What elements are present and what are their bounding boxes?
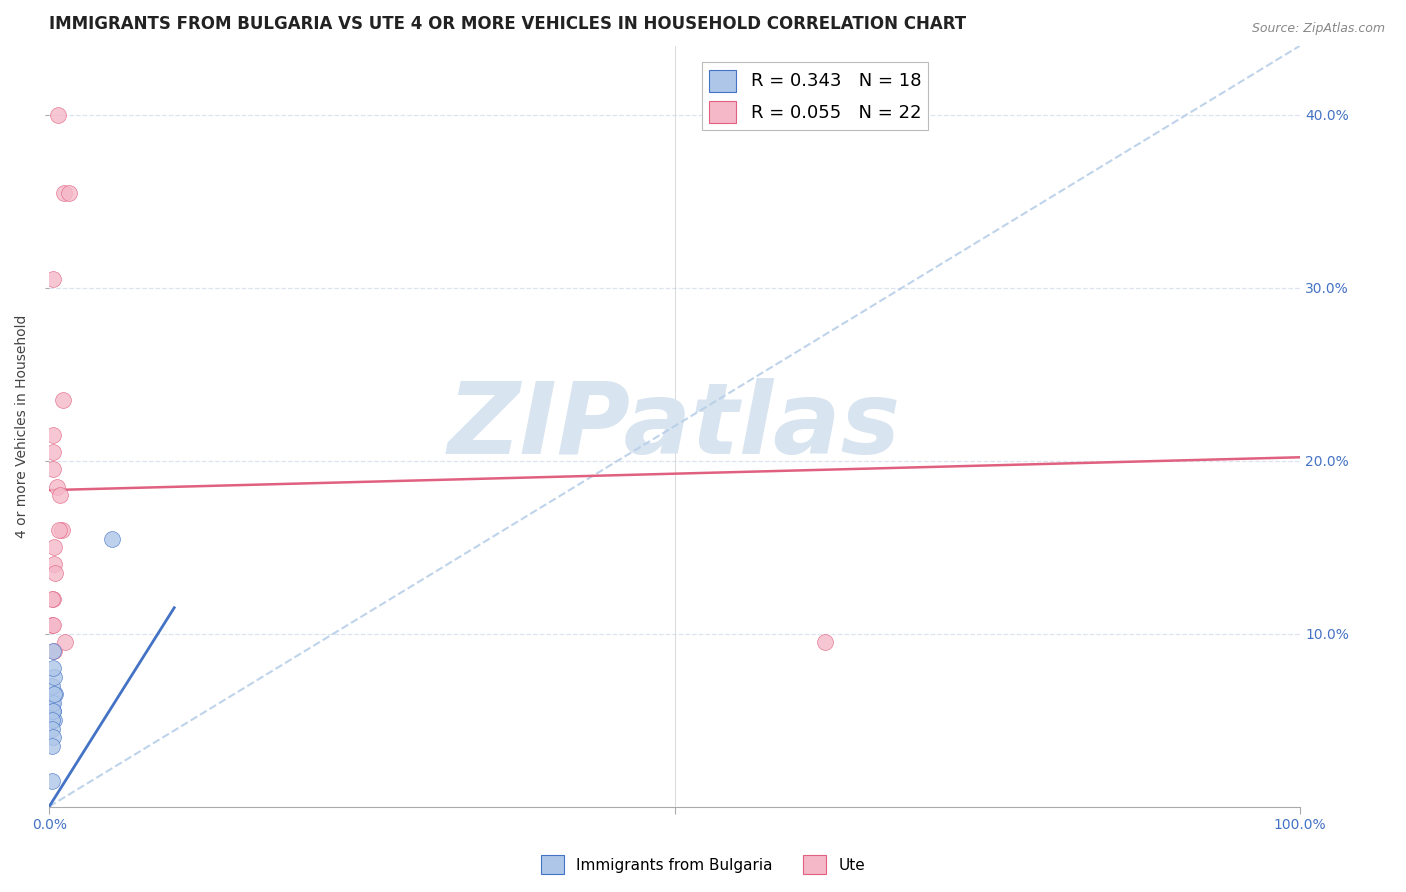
Y-axis label: 4 or more Vehicles in Household: 4 or more Vehicles in Household <box>15 315 30 538</box>
Point <box>41 592 63 607</box>
Point <box>42 644 65 658</box>
Point <box>58 186 80 200</box>
Point <box>44 687 66 701</box>
Point <box>41 773 63 788</box>
Point <box>44 670 66 684</box>
Point <box>42 696 65 710</box>
Point <box>41 722 63 736</box>
Point <box>44 566 66 581</box>
Point <box>42 731 65 745</box>
Point <box>42 661 65 675</box>
Point <box>55 635 77 649</box>
Legend: Immigrants from Bulgaria, Ute: Immigrants from Bulgaria, Ute <box>534 849 872 880</box>
Text: Source: ZipAtlas.com: Source: ZipAtlas.com <box>1251 22 1385 36</box>
Point <box>42 427 65 442</box>
Point <box>42 592 65 607</box>
Point <box>42 705 65 719</box>
Point <box>49 488 72 502</box>
Point <box>100 532 122 546</box>
Point <box>814 635 837 649</box>
Point <box>41 713 63 727</box>
Point <box>45 480 67 494</box>
Legend: R = 0.343   N = 18, R = 0.055   N = 22: R = 0.343 N = 18, R = 0.055 N = 22 <box>702 62 928 130</box>
Point <box>41 696 63 710</box>
Point <box>44 558 66 572</box>
Point <box>41 618 63 632</box>
Point <box>41 705 63 719</box>
Point <box>42 618 65 632</box>
Point <box>44 687 66 701</box>
Point <box>41 739 63 753</box>
Point <box>53 186 76 200</box>
Point <box>42 705 65 719</box>
Point <box>51 523 73 537</box>
Point <box>52 393 75 408</box>
Point <box>46 108 69 122</box>
Point <box>42 445 65 459</box>
Point <box>44 540 66 554</box>
Point <box>44 713 66 727</box>
Point <box>44 644 66 658</box>
Point <box>42 272 65 286</box>
Point <box>42 462 65 476</box>
Text: IMMIGRANTS FROM BULGARIA VS UTE 4 OR MORE VEHICLES IN HOUSEHOLD CORRELATION CHAR: IMMIGRANTS FROM BULGARIA VS UTE 4 OR MOR… <box>49 15 966 33</box>
Point <box>41 679 63 693</box>
Text: ZIPatlas: ZIPatlas <box>449 377 901 475</box>
Point <box>48 523 70 537</box>
